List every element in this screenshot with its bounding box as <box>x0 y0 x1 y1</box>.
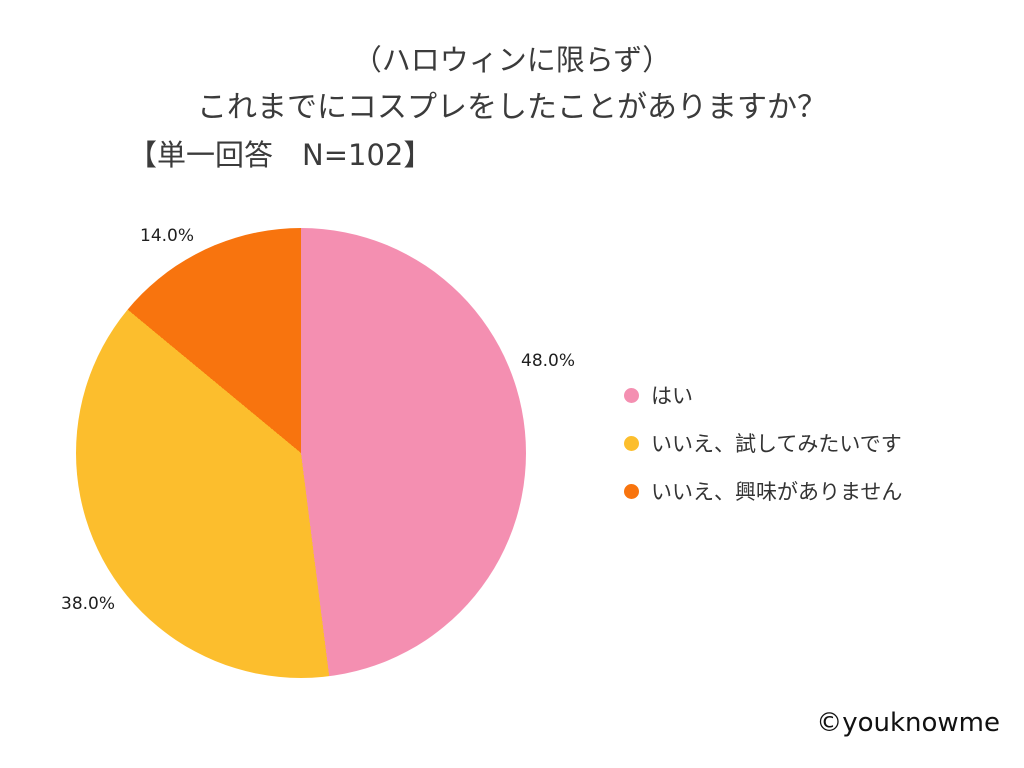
chart-legend: はい いいえ、試してみたいです いいえ、興味がありません <box>624 380 902 506</box>
chart-title: （ハロウィンに限らず） これまでにコスプレをしたことがありますか？ 【単一回答 … <box>0 36 1024 178</box>
pie-label-yes: 48.0% <box>521 351 576 371</box>
legend-label-want-to-try: いいえ、試してみたいです <box>651 432 902 456</box>
legend-swatch-pink-icon <box>624 387 639 403</box>
legend-swatch-orange-icon <box>624 483 639 499</box>
legend-swatch-yellow-icon <box>624 435 639 451</box>
legend-label-yes: はい <box>651 384 693 408</box>
pie-chart <box>76 228 526 678</box>
legend-item-want-to-try: いいえ、試してみたいです <box>624 428 902 458</box>
legend-item-yes: はい <box>624 380 902 410</box>
chart-title-subtitle: 【単一回答 N=102】 <box>128 138 433 172</box>
pie-label-want-to-try: 38.0% <box>61 594 116 614</box>
chart-title-line1: （ハロウィンに限らず） <box>352 43 672 77</box>
chart-title-line2: これまでにコスプレをしたことがありますか？ <box>197 90 827 125</box>
copyright-credit: ©youknowme <box>816 708 1000 738</box>
legend-item-not-interested: いいえ、興味がありません <box>624 476 902 506</box>
pie-label-not-interested: 14.0% <box>140 226 195 246</box>
legend-label-not-interested: いいえ、興味がありません <box>651 480 903 504</box>
